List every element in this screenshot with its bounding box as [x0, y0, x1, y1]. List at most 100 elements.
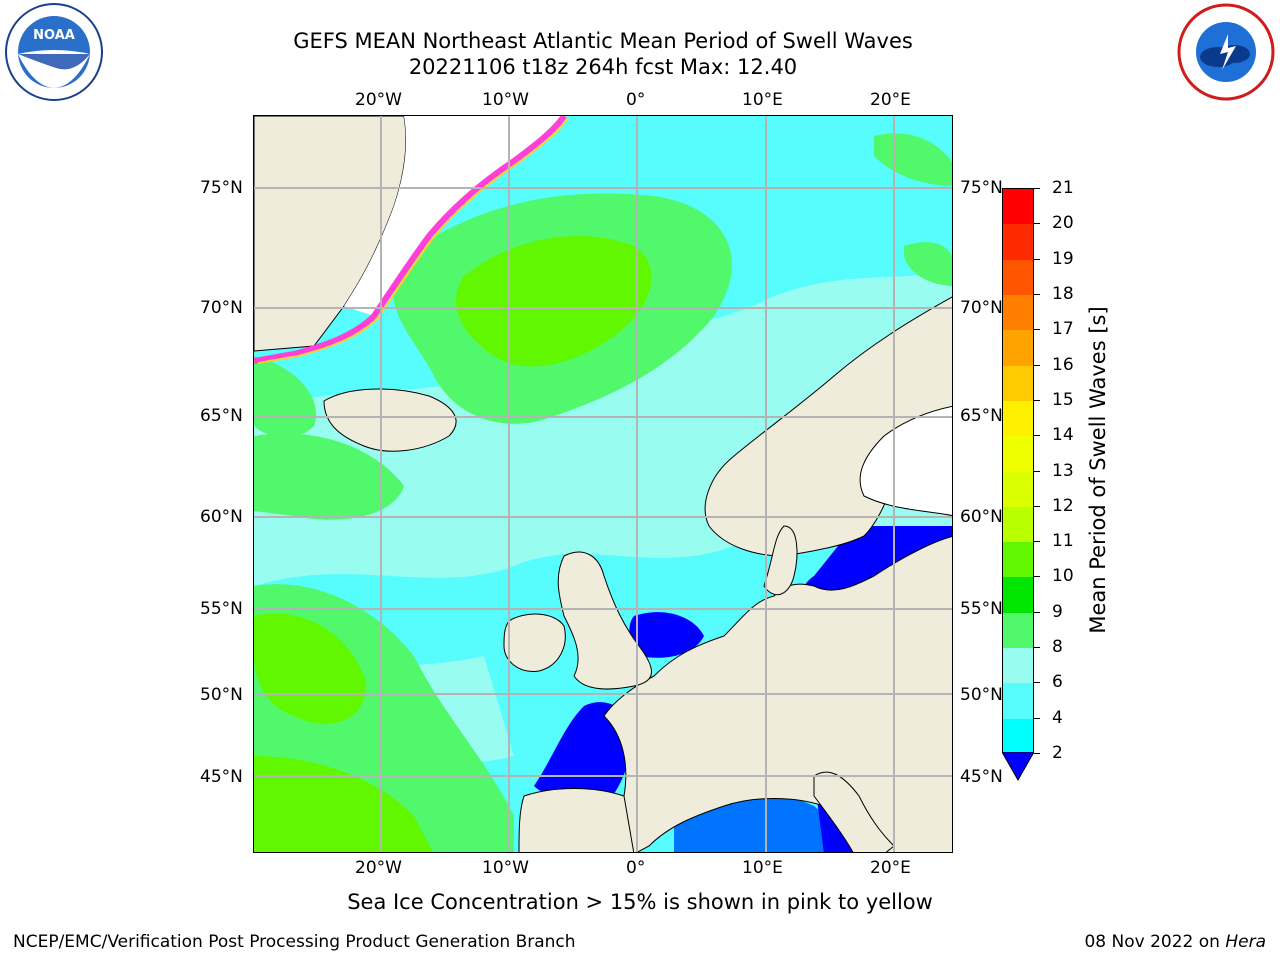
colorbar-tick	[1034, 188, 1040, 189]
sea-ice-edge-yellow	[257, 117, 569, 364]
map-canvas	[254, 116, 952, 852]
lat-label-right: 75°N	[960, 178, 1003, 198]
colorbar-tick	[1034, 753, 1040, 754]
colorbar-tick-label: 19	[1052, 248, 1074, 269]
map-graticule	[254, 116, 952, 852]
italy-land	[813, 771, 895, 852]
colorbar-tick	[1034, 470, 1040, 472]
colorbar-tick-label: 13	[1052, 460, 1074, 481]
colorbar-segment	[1003, 683, 1033, 720]
lat-label-left: 55°N	[200, 599, 243, 619]
colorbar-segment	[1003, 365, 1033, 402]
colorbar-segment	[1003, 436, 1033, 472]
sea-ice-area	[344, 116, 564, 316]
lon-label-bottom: 20°W	[355, 858, 402, 878]
colorbar-tick-label: 12	[1052, 495, 1074, 516]
colorbar-tick	[1034, 223, 1040, 225]
sea-ice-edge	[254, 116, 567, 364]
colorbar-tick-label: 6	[1052, 672, 1063, 693]
nws-logo	[1176, 2, 1276, 102]
lat-label-right: 60°N	[960, 507, 1003, 527]
colorbar-tick	[1034, 541, 1040, 543]
colorbar-segment	[1003, 471, 1033, 508]
lat-label-left: 60°N	[200, 507, 243, 527]
colorbar-segment	[1003, 612, 1033, 649]
greenland-land	[254, 116, 407, 352]
colorbar-tick-label: 8	[1052, 637, 1063, 658]
colorbar-tick-label: 18	[1052, 283, 1074, 304]
colorbar-tick-label: 16	[1052, 354, 1074, 375]
lon-label-bottom: 20°E	[870, 858, 911, 878]
colorbar-tick	[1034, 682, 1040, 684]
lon-label-top: 0°	[626, 90, 646, 110]
chart-title: GEFS MEAN Northeast Atlantic Mean Period…	[293, 29, 913, 53]
date-line: 08 Nov 2022 on Hera	[1084, 932, 1266, 952]
colorbar-segment	[1003, 542, 1033, 578]
sea-ice-note: Sea Ice Concentration > 15% is shown in …	[347, 890, 933, 914]
noaa-text: NOAA	[33, 28, 75, 43]
lat-label-right: 50°N	[960, 685, 1003, 705]
lat-label-left: 75°N	[200, 178, 243, 198]
colorbar-tick-label: 14	[1052, 425, 1074, 446]
colorbar-tick-label: 17	[1052, 319, 1074, 340]
lat-label-left: 50°N	[200, 685, 243, 705]
colorbar-tick	[1034, 717, 1040, 719]
lat-label-left: 70°N	[200, 298, 243, 318]
lon-label-top: 20°W	[355, 90, 402, 110]
ireland-land	[503, 613, 566, 672]
colorbar-segment	[1003, 259, 1033, 296]
swell-region-green-bright	[455, 236, 652, 367]
colorbar-tick-label: 10	[1052, 566, 1074, 587]
swell-region-green-bright	[254, 756, 433, 852]
denmark-land	[763, 525, 798, 596]
lat-label-left: 45°N	[200, 767, 243, 787]
colorbar-tick	[1034, 505, 1040, 507]
swell-region-green	[254, 433, 404, 520]
colorbar-tick-label: 15	[1052, 389, 1074, 410]
sweden-finland-area	[859, 405, 952, 517]
colorbar-tick	[1034, 647, 1040, 649]
lat-label-right: 45°N	[960, 767, 1003, 787]
lat-label-right: 55°N	[960, 599, 1003, 619]
colorbar-tick	[1034, 293, 1040, 295]
date-text: 08 Nov 2022 on	[1084, 932, 1226, 952]
lon-label-top: 20°E	[870, 90, 911, 110]
iceland-land	[323, 388, 457, 452]
lon-label-top: 10°E	[742, 90, 783, 110]
lat-label-right: 70°N	[960, 298, 1003, 318]
noaa-logo: NOAA	[4, 2, 104, 102]
colorbar-tick	[1034, 258, 1040, 260]
colorbar-segment	[1003, 189, 1033, 225]
colorbar-segment	[1003, 648, 1033, 684]
colorbar-title: Mean Period of Swell Waves [s]	[1086, 306, 1110, 634]
map-panel	[253, 115, 953, 853]
colorbar-segment	[1003, 400, 1033, 437]
lon-label-bottom: 10°E	[742, 858, 783, 878]
colorbar-tick	[1034, 576, 1040, 578]
lat-label-left: 65°N	[200, 406, 243, 426]
colorbar-segment	[1003, 294, 1033, 331]
colorbar-segment	[1003, 224, 1033, 261]
lon-label-bottom: 0°	[626, 858, 646, 878]
lon-label-top: 10°W	[482, 90, 529, 110]
colorbar-segment	[1003, 577, 1033, 614]
lon-label-bottom: 10°W	[482, 858, 529, 878]
colorbar-tick	[1034, 435, 1040, 437]
colorbar-tick-label: 21	[1052, 178, 1074, 198]
swell-region-green	[904, 242, 952, 286]
north-sea-low-swell	[629, 612, 704, 658]
colorbar-tick	[1034, 399, 1040, 401]
colorbar-segment	[1003, 330, 1033, 367]
system-name: Hera	[1225, 932, 1266, 952]
colorbar-tick-label: 4	[1052, 707, 1063, 728]
colorbar	[1002, 188, 1034, 755]
credit-line: NCEP/EMC/Verification Post Processing Pr…	[13, 932, 576, 952]
lat-label-right: 65°N	[960, 406, 1003, 426]
swell-region-green-bright	[254, 613, 366, 724]
colorbar-tick-label: 2	[1052, 743, 1063, 763]
iberia-land	[518, 788, 635, 852]
chart-subtitle: 20221106 t18z 264h fcst Max: 12.40	[408, 55, 798, 79]
colorbar-tick-label: 9	[1052, 601, 1063, 622]
colorbar-tick-label: 11	[1052, 531, 1074, 552]
colorbar-tick-label: 20	[1052, 213, 1074, 234]
